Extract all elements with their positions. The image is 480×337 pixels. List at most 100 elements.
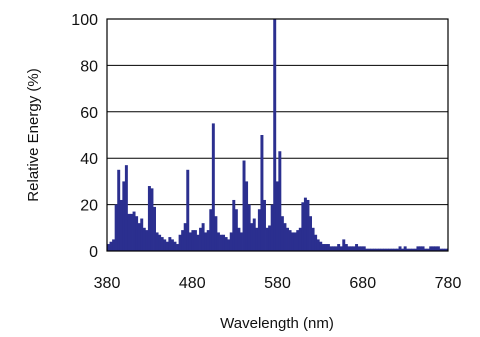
bar <box>122 181 126 251</box>
bar <box>413 248 417 251</box>
bar <box>147 186 151 251</box>
bar <box>227 239 231 251</box>
y-tick-label: 100 <box>71 12 98 29</box>
bar <box>311 227 315 251</box>
bar <box>283 223 287 251</box>
bar <box>309 216 312 251</box>
y-tick-label: 40 <box>80 151 98 168</box>
bar <box>380 248 384 251</box>
bar <box>442 248 445 251</box>
bar <box>163 239 167 251</box>
bar <box>199 227 203 251</box>
bar <box>204 232 208 251</box>
bar <box>263 199 266 251</box>
bar <box>165 241 169 251</box>
bar <box>132 211 136 251</box>
bar <box>186 169 190 251</box>
bar <box>107 244 110 251</box>
y-tick-label: 80 <box>80 58 98 75</box>
bar <box>370 248 374 251</box>
bar <box>170 239 174 251</box>
x-tick-label: 780 <box>435 275 462 292</box>
bar <box>124 165 128 251</box>
bar <box>193 230 197 251</box>
bar <box>393 248 397 251</box>
bar <box>337 244 341 251</box>
bar <box>114 204 118 251</box>
bar <box>332 246 336 251</box>
bar <box>419 246 422 251</box>
bar <box>222 234 226 251</box>
bar <box>444 248 448 251</box>
bar <box>229 232 233 251</box>
bar <box>178 234 182 251</box>
bar <box>395 248 399 251</box>
bar <box>439 248 443 251</box>
bar <box>209 209 213 251</box>
bar <box>127 213 131 251</box>
bar <box>334 246 338 251</box>
bar <box>183 223 187 251</box>
bar <box>142 227 146 251</box>
bar <box>326 244 330 251</box>
bar <box>255 227 259 251</box>
bar <box>314 234 318 251</box>
bar <box>245 181 249 251</box>
bar <box>378 248 382 251</box>
bar <box>357 246 361 251</box>
bar <box>239 232 243 251</box>
bar <box>137 223 141 251</box>
bar <box>424 248 428 251</box>
bar <box>406 248 410 251</box>
bar <box>112 239 116 251</box>
bar <box>196 234 200 251</box>
bar <box>181 230 185 251</box>
bar <box>278 151 282 251</box>
bar <box>176 244 180 251</box>
bar <box>390 248 394 251</box>
bar <box>119 199 123 251</box>
bar <box>188 232 192 251</box>
bar <box>268 225 272 251</box>
bar <box>342 239 346 251</box>
bar <box>275 181 279 251</box>
bar <box>270 204 274 251</box>
bar <box>298 227 302 251</box>
bar <box>426 248 430 251</box>
bar <box>398 246 402 251</box>
bar <box>160 237 164 251</box>
bar <box>431 246 435 251</box>
bar <box>316 239 320 251</box>
bar <box>296 230 300 251</box>
bar <box>385 248 389 251</box>
bar-series <box>107 19 448 251</box>
bar <box>191 230 195 251</box>
bar <box>153 206 156 251</box>
bar <box>355 244 359 251</box>
bar <box>219 234 223 251</box>
bar <box>237 227 241 251</box>
x-axis-title: Wavelength (nm) <box>220 315 334 332</box>
bar <box>173 241 177 251</box>
bar <box>250 223 254 251</box>
bar <box>383 248 387 251</box>
bar <box>434 246 438 251</box>
bar <box>416 246 420 251</box>
bar <box>367 248 371 251</box>
bar <box>321 244 325 251</box>
bar <box>306 199 310 251</box>
x-tick-label: 480 <box>179 275 206 292</box>
bar <box>280 216 284 251</box>
bar <box>372 248 376 251</box>
bar <box>421 246 425 251</box>
bar <box>214 216 218 251</box>
bar <box>265 227 269 251</box>
bar <box>145 230 149 251</box>
bar <box>352 246 356 251</box>
bar <box>130 213 133 251</box>
y-axis-ticks: 0 20 40 60 80 100 <box>71 12 98 261</box>
bar <box>360 246 364 251</box>
bar <box>150 188 154 251</box>
bar <box>201 223 205 251</box>
bar <box>252 218 256 251</box>
